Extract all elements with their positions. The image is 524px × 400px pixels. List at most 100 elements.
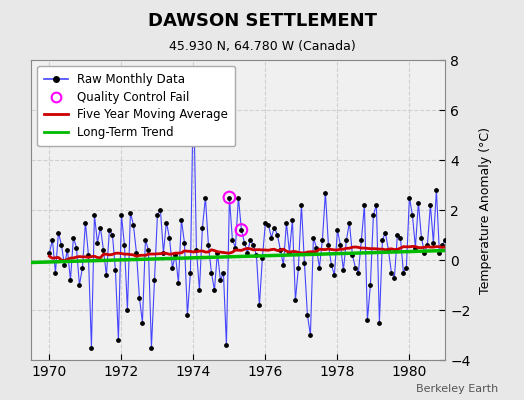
Point [288, 217, 297, 223]
Point [321, 189, 330, 196]
Point [93, 239, 102, 246]
Point [123, 307, 132, 313]
Point [78, 264, 86, 271]
Point [141, 237, 150, 243]
Point [258, 254, 267, 261]
Point [465, 239, 474, 246]
Point [213, 249, 222, 256]
Point [234, 194, 243, 201]
Point [45, 249, 53, 256]
Point [279, 262, 288, 268]
Point [114, 337, 123, 343]
Point [447, 264, 455, 271]
Point [156, 207, 165, 213]
Point [105, 227, 114, 233]
Point [66, 277, 74, 283]
Point [126, 209, 135, 216]
Point [456, 252, 465, 258]
Text: 45.930 N, 64.780 W (Canada): 45.930 N, 64.780 W (Canada) [169, 40, 355, 53]
Point [432, 187, 441, 193]
Point [357, 237, 366, 243]
Point [384, 247, 392, 253]
Point [84, 252, 93, 258]
Point [261, 219, 270, 226]
Point [183, 312, 192, 318]
Point [252, 252, 260, 258]
Point [381, 229, 390, 236]
Point [240, 239, 248, 246]
Point [462, 269, 471, 276]
Point [327, 262, 335, 268]
Point [222, 342, 231, 348]
Point [369, 212, 378, 218]
Point [198, 224, 206, 231]
Point [282, 219, 291, 226]
Point [99, 247, 107, 253]
Legend: Raw Monthly Data, Quality Control Fail, Five Year Moving Average, Long-Term Tren: Raw Monthly Data, Quality Control Fail, … [37, 66, 235, 146]
Point [429, 239, 438, 246]
Point [237, 227, 246, 233]
Point [168, 264, 177, 271]
Point [420, 249, 429, 256]
Point [231, 244, 239, 251]
Point [96, 224, 105, 231]
Point [162, 219, 171, 226]
Point [375, 319, 384, 326]
Point [108, 232, 117, 238]
Point [267, 234, 276, 241]
Point [345, 219, 354, 226]
Point [144, 247, 152, 253]
Point [174, 279, 183, 286]
Point [111, 267, 119, 273]
Point [363, 317, 372, 323]
Point [351, 264, 359, 271]
Point [87, 344, 95, 351]
Point [57, 242, 66, 248]
Point [72, 244, 81, 251]
Point [120, 242, 128, 248]
Point [147, 344, 156, 351]
Point [360, 202, 368, 208]
Point [48, 237, 57, 243]
Point [336, 242, 345, 248]
Point [330, 272, 339, 278]
Point [309, 234, 318, 241]
Point [219, 269, 227, 276]
Point [60, 262, 69, 268]
Point [225, 194, 234, 201]
Point [69, 234, 78, 241]
Point [294, 264, 302, 271]
Point [135, 294, 144, 301]
Point [318, 237, 326, 243]
Point [129, 222, 138, 228]
Point [393, 232, 401, 238]
Point [297, 202, 305, 208]
Point [399, 269, 408, 276]
Point [216, 277, 225, 283]
Point [165, 234, 173, 241]
Point [246, 237, 255, 243]
Point [348, 252, 357, 258]
Point [255, 302, 264, 308]
Point [423, 242, 432, 248]
Point [51, 269, 60, 276]
Point [270, 224, 279, 231]
Point [63, 247, 72, 253]
Point [408, 212, 417, 218]
Point [81, 219, 90, 226]
Point [453, 242, 462, 248]
Point [195, 287, 204, 293]
Point [312, 244, 321, 251]
Point [411, 244, 420, 251]
Point [300, 259, 309, 266]
Point [459, 247, 467, 253]
Point [315, 264, 324, 271]
Point [366, 282, 375, 288]
Point [402, 264, 411, 271]
Point [264, 222, 272, 228]
Point [414, 199, 422, 206]
Point [75, 282, 84, 288]
Point [333, 227, 342, 233]
Text: Berkeley Earth: Berkeley Earth [416, 384, 498, 394]
Point [186, 269, 194, 276]
